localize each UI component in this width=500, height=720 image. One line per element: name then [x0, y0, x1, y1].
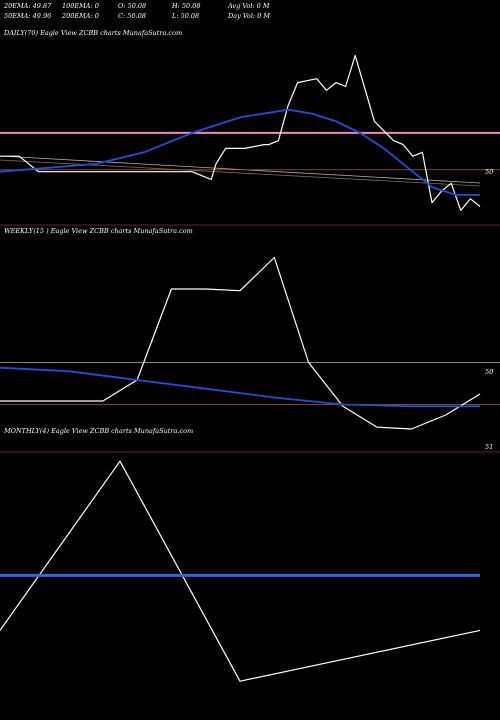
weekly-y-tick-label: 50 [485, 368, 493, 376]
weekly-panel-title: WEEKLY(15 ) Eagle View ZCBB charts Munaf… [4, 227, 193, 235]
header-50ema: 50EMA: 49.96 [4, 12, 51, 20]
monthly-price-line [0, 460, 481, 682]
header-low: L: 50.08 [171, 12, 199, 20]
header-100ema: 100EMA: 0 [62, 2, 99, 10]
weekly-price-line [0, 256, 481, 430]
header-open: O: 50.08 [118, 2, 146, 10]
daily-ema-line [0, 108, 480, 196]
daily-y-tick-label: 50 [485, 168, 493, 176]
weekly-panel: WEEKLY(15 ) Eagle View ZCBB charts Munaf… [0, 227, 500, 453]
daily-panel-title: DAILY(70) Eagle View ZCBB charts MunafaS… [3, 29, 182, 37]
weekly-ema-line [0, 366, 480, 408]
daily-reference-lines [0, 155, 481, 187]
header-20ema: 20EMA: 49.87 [3, 2, 52, 10]
header-200ema: 200EMA: 0 [61, 12, 99, 20]
header-day-vol: Day Vol: 0 M [227, 12, 270, 20]
header-close: C: 50.08 [118, 12, 146, 20]
daily-moving-average-brown [0, 159, 481, 187]
indicator-header: 20EMA: 49.87 100EMA: 0 O: 50.08 H: 50.08… [3, 2, 270, 20]
monthly-panel-title: MONTHLY(4) Eagle View ZCBB charts Munafa… [3, 427, 193, 435]
daily-panel: DAILY(70) Eagle View ZCBB charts MunafaS… [0, 29, 500, 226]
header-avg-vol: Avg Vol: 0 M [227, 2, 270, 10]
monthly-y-tick-label: 51 [485, 443, 493, 451]
monthly-panel: MONTHLY(4) Eagle View ZCBB charts Munafa… [0, 427, 493, 682]
header-high: H: 50.08 [171, 2, 201, 10]
daily-price-line [0, 54, 481, 211]
